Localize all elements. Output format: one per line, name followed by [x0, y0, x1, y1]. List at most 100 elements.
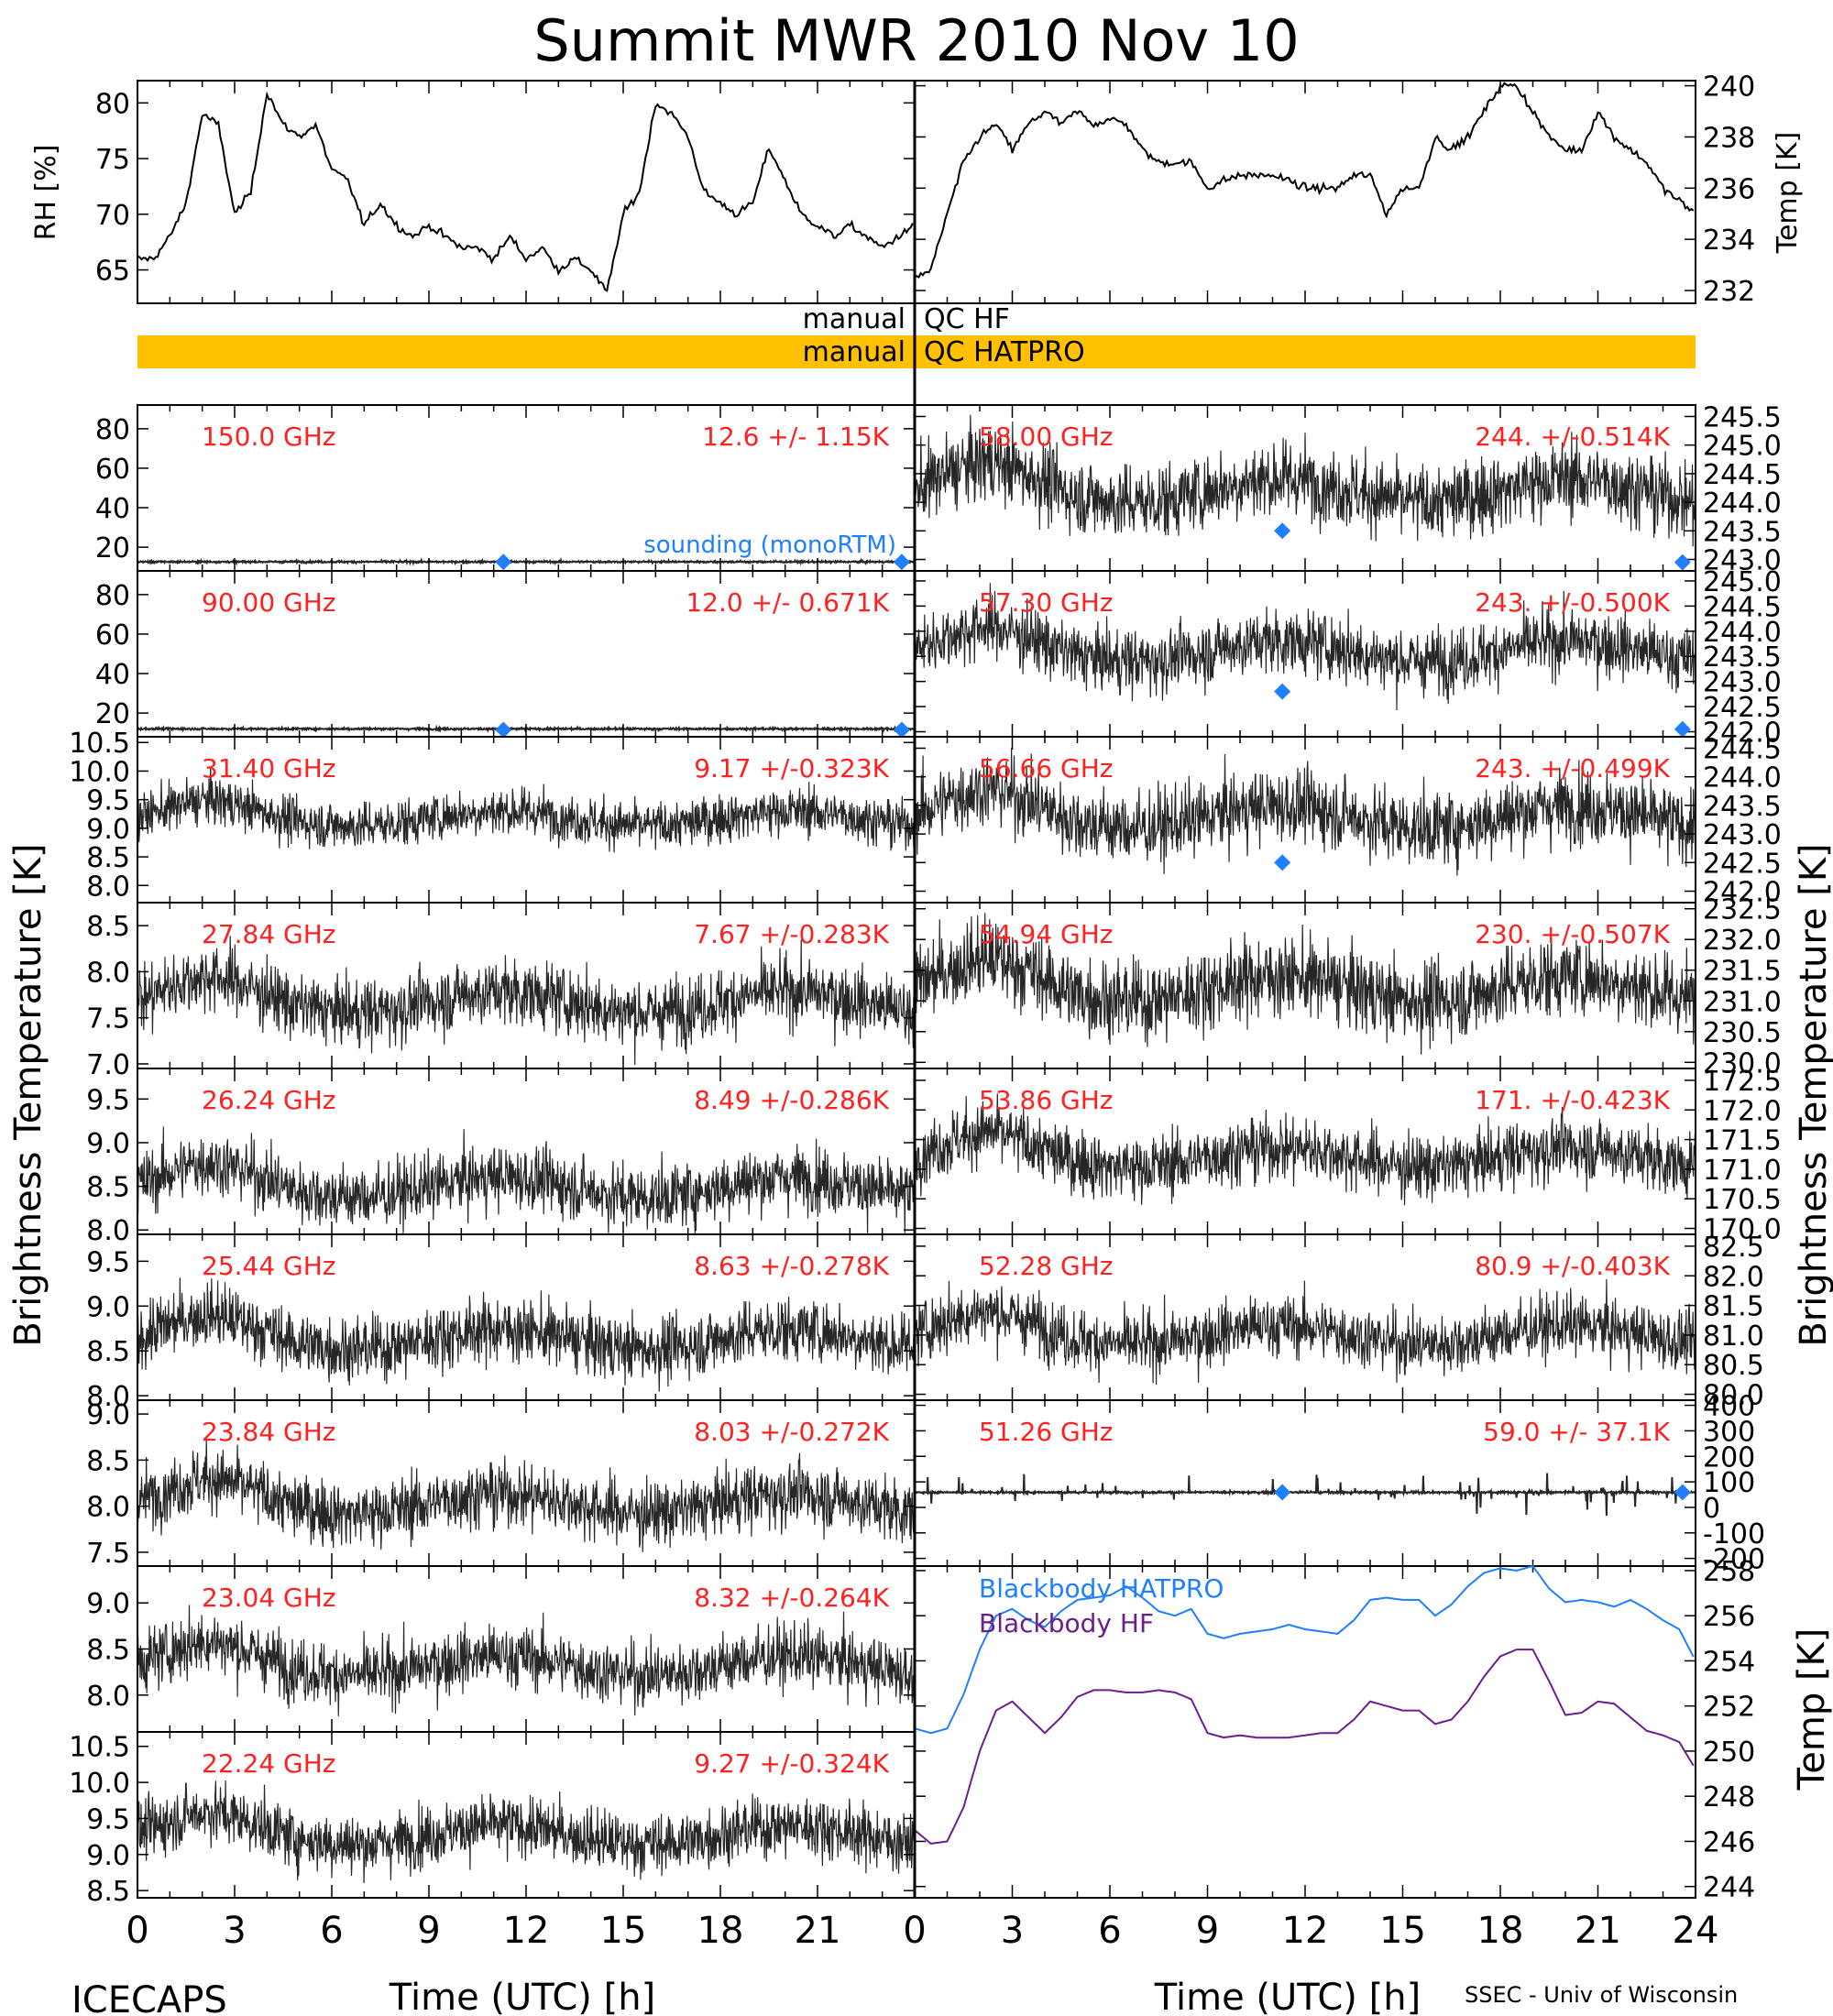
sounding-marker	[1274, 683, 1291, 700]
right-blackbody-label: Temp [K]	[1791, 1628, 1833, 1791]
y-tick-label: 7.0	[86, 1049, 130, 1081]
x-tick-label: 21	[1575, 1910, 1621, 1952]
channel-freq-label: 57.30 GHz	[979, 587, 1114, 618]
temp-axis-label: Temp [K]	[1772, 132, 1804, 255]
temp-panel	[914, 80, 1696, 304]
channel-freq-label: 150.0 GHz	[202, 422, 336, 452]
y-tick-label: 230.5	[1703, 1017, 1782, 1049]
panels: 65 70 75 80 RH [%] 232 234 236 238 240 Temp [K] 20 4…	[30, 71, 1804, 1909]
y-tick-label: 80.0	[1703, 1380, 1764, 1412]
channel-noise-27.84	[137, 936, 915, 1066]
sounding-marker	[495, 553, 512, 571]
channel-noise-31.40	[137, 768, 915, 853]
y-tick-label: 232.0	[1703, 925, 1782, 957]
y-tick-label: 20	[95, 532, 130, 564]
y-tick-label: -200	[1703, 1544, 1765, 1576]
y-tick-label: 244.0	[1703, 488, 1782, 520]
blackbody-series-line	[914, 1564, 1695, 1735]
channel-series-53.86	[914, 1093, 1696, 1206]
y-tick-label: 75	[95, 144, 130, 176]
channel-noise-56.66	[914, 748, 1696, 876]
qc-hatpro-bar	[137, 335, 1696, 368]
sounding-marker	[893, 721, 910, 739]
y-tick-label: 172.5	[1703, 1066, 1782, 1098]
x-axis: 0 3 6 9 12 15 18 21 0 3 6 9 12 15 18 21 24	[126, 1910, 1718, 1952]
qc-hatpro-right-label: QC HATPRO	[924, 336, 1085, 368]
x-tick-label: 15	[1379, 1910, 1426, 1952]
y-tick-label: 81.0	[1703, 1320, 1764, 1353]
y-tick-label: 245.5	[1703, 401, 1782, 433]
channel-noise-53.86	[914, 1093, 1696, 1206]
y-tick-label: 0	[1703, 1493, 1720, 1525]
channel-freq-label: 51.26 GHz	[979, 1417, 1114, 1447]
sounding-marker	[1674, 553, 1691, 571]
y-tick-label: 170.5	[1703, 1184, 1782, 1216]
y-tick-label: 250	[1703, 1737, 1755, 1769]
channel-noise-52.28	[914, 1278, 1696, 1386]
y-tick-label: 171.5	[1703, 1125, 1782, 1157]
y-tick-label: 246	[1703, 1826, 1755, 1858]
y-tick-label: 8.0	[86, 871, 130, 903]
channel-noise-150	[137, 556, 915, 566]
y-tick-label: 231.0	[1703, 986, 1782, 1018]
blackbody-legend-label: Blackbody HATPRO	[979, 1573, 1224, 1604]
x-tick-label: 15	[600, 1910, 647, 1952]
x-axis-label-right: Time (UTC) [h]	[1154, 1977, 1421, 2016]
y-tick-label: 8.5	[86, 1445, 130, 1477]
y-tick-label: 242.0	[1703, 718, 1782, 750]
channel-stats-label: 9.27 +/-0.324K	[694, 1748, 889, 1779]
channel-series-90	[137, 724, 916, 733]
channel-freq-label: 90.00 GHz	[202, 587, 336, 618]
y-tick-label: 243.5	[1703, 516, 1782, 548]
y-tick-label: 40	[95, 659, 130, 691]
y-tick-label: 245.0	[1703, 566, 1782, 598]
y-tick-label: 8.0	[86, 957, 130, 989]
sounding-marker	[1274, 522, 1291, 540]
y-tick-label: 9.5	[86, 785, 130, 817]
sounding-marker	[893, 553, 910, 571]
y-tick-label: 80	[95, 414, 130, 446]
right-brightness-label: Brightness Temperature [K]	[1793, 843, 1833, 1346]
channel-series-52.28	[914, 1278, 1696, 1386]
sounding-marker	[1274, 1484, 1291, 1501]
channel-stats-label: 8.63 +/-0.278K	[694, 1251, 889, 1281]
y-tick-label: 8.5	[86, 1172, 130, 1204]
y-tick-label: 242.0	[1703, 877, 1782, 909]
channel-noise-23.04	[137, 1605, 915, 1716]
channel-freq-label: 58.00 GHz	[979, 422, 1114, 452]
y-tick-label: 7.5	[86, 1003, 130, 1035]
temp-series-line	[914, 82, 1695, 279]
channel-stats-label: 8.32 +/-0.264K	[694, 1583, 889, 1613]
x-tick-label: 12	[1282, 1910, 1329, 1952]
y-tick-label: 244	[1703, 1872, 1755, 1904]
y-tick-label: 238	[1703, 122, 1755, 154]
y-tick-label: 80.5	[1703, 1350, 1764, 1382]
rh-series-line	[137, 91, 914, 292]
channel-noise-23.84	[137, 1437, 915, 1552]
y-tick-label: 8.5	[86, 1876, 130, 1908]
channel-freq-label: 26.24 GHz	[202, 1085, 336, 1115]
channel-series-51.26	[914, 1473, 1696, 1517]
rh-panel	[137, 80, 916, 304]
x-tick-label: 6	[320, 1910, 343, 1952]
y-tick-label: 8.5	[86, 1635, 130, 1667]
y-tick-label: 171.0	[1703, 1155, 1782, 1187]
x-tick-label: 9	[1196, 1910, 1219, 1952]
x-tick-label: 18	[697, 1910, 744, 1952]
channel-freq-label: 54.94 GHz	[979, 919, 1114, 949]
y-tick-label: 8.5	[86, 911, 130, 943]
channel-stats-label: 7.67 +/-0.283K	[694, 919, 889, 949]
y-tick-label: 8.0	[86, 1492, 130, 1524]
y-tick-label: -100	[1703, 1518, 1765, 1550]
channel-noise-57.30	[914, 583, 1696, 711]
channel-stats-label: 243. +/-0.499K	[1475, 753, 1670, 783]
channel-series-57.30	[914, 583, 1696, 711]
qc-hatpro-left-label: manual	[803, 336, 906, 368]
y-tick-label: 244.5	[1703, 733, 1782, 765]
y-tick-label: 230.0	[1703, 1047, 1782, 1079]
channel-noise-25.44	[137, 1277, 915, 1392]
x-tick-label: 21	[795, 1910, 841, 1952]
x-tick-label: 6	[1098, 1910, 1121, 1952]
channel-freq-label: 52.28 GHz	[979, 1251, 1114, 1281]
y-tick-label: 70	[95, 200, 130, 232]
